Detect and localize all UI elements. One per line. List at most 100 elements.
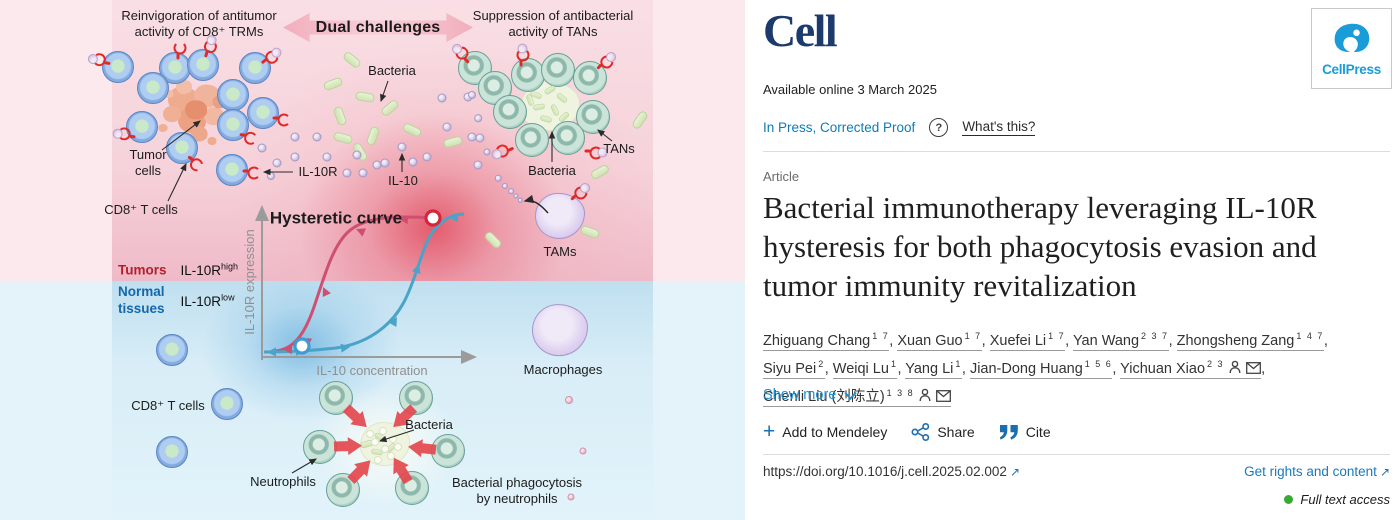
author-name[interactable]: Xuefei Li 1 7 bbox=[989, 331, 1066, 351]
cd8-t-cell bbox=[211, 388, 243, 420]
status-row: In Press, Corrected Proof ? What's this? bbox=[763, 118, 1390, 137]
whats-this-link[interactable]: What's this? bbox=[962, 119, 1036, 136]
show-more-button[interactable]: Show more bbox=[763, 387, 903, 403]
available-online-date: Available online 3 March 2025 bbox=[763, 82, 937, 97]
share-icon bbox=[911, 423, 930, 441]
cellpress-logo[interactable]: CellPress bbox=[1311, 8, 1392, 89]
label-cd8-bottom: CD8⁺ T cells bbox=[131, 398, 205, 414]
cd8-t-cell bbox=[239, 52, 271, 84]
label-macrophages: Macrophages bbox=[523, 362, 603, 378]
tumor-cell-mass bbox=[164, 90, 174, 98]
il10-molecule bbox=[312, 132, 322, 142]
author-list: Zhiguang Chang 1 7, Xuan Guo 1 7, Xuefei L… bbox=[763, 325, 1390, 410]
bacterium-section bbox=[371, 438, 379, 446]
chevron-down-icon bbox=[844, 391, 858, 400]
label-phagocytosis: Bacterial phagocytosis by neutrophils bbox=[451, 475, 583, 506]
label-cd8-top: CD8⁺ T cells bbox=[104, 202, 178, 218]
label-bacteria-right: Bacteria bbox=[528, 163, 576, 179]
title-line: hysteresis for both phagocytosis evasion… bbox=[763, 229, 1317, 264]
il10-molecule bbox=[513, 193, 519, 199]
cellpress-wordmark: CellPress bbox=[1322, 61, 1381, 77]
il10r-receptor bbox=[242, 165, 262, 179]
tan-cell bbox=[541, 53, 575, 87]
tumor-cell-mass bbox=[207, 137, 217, 145]
external-link-icon: ↗ bbox=[1379, 465, 1390, 479]
normal-tissues-label: Normal tissues bbox=[118, 284, 165, 316]
il10-molecule bbox=[322, 152, 332, 162]
doi-link[interactable]: https://doi.org/10.1016/j.cell.2025.02.0… bbox=[763, 464, 1020, 479]
figure-labels: Dual challenges Tumors IL-10Rhigh Normal … bbox=[104, 8, 635, 506]
envelope-icon[interactable] bbox=[1246, 359, 1262, 382]
journal-logo[interactable]: Cell bbox=[763, 5, 838, 56]
label-neutrophils: Neutrophils bbox=[250, 474, 316, 490]
pink-dot bbox=[579, 447, 587, 455]
full-text-access-label: Full text access bbox=[1300, 492, 1390, 507]
label-ylabel: IL-10R expression bbox=[242, 229, 258, 335]
cd8-t-cell bbox=[102, 51, 134, 83]
label-xlabel: IL-10 concentration bbox=[316, 363, 428, 379]
author-name[interactable]: Zhongsheng Zang 1 4 7 bbox=[1176, 331, 1324, 351]
article-type-label: Article bbox=[763, 169, 800, 184]
label-suppression: Suppression of antibacterial activity of… bbox=[472, 8, 634, 39]
label-bacteria-bottom: Bacteria bbox=[405, 417, 453, 433]
author-name[interactable]: Jian-Dong Huang 1 5 6 bbox=[969, 358, 1113, 379]
author-name[interactable]: Weiqi Lu 1 bbox=[832, 358, 898, 379]
bacterium-section bbox=[366, 430, 374, 438]
tumor-cell-mass bbox=[176, 79, 192, 95]
label-hysteretic-curve: Hysteretic curve bbox=[269, 208, 403, 228]
external-link-icon: ↗ bbox=[1009, 465, 1020, 479]
article-title: Bacterial immunotherapy leveraging IL-10… bbox=[763, 188, 1390, 305]
pink-dot bbox=[567, 493, 575, 501]
author-name[interactable]: Yichuan Xiao 2 3 bbox=[1120, 359, 1262, 382]
share-label: Share bbox=[937, 424, 975, 440]
il10-molecule bbox=[422, 152, 432, 162]
il10-molecule bbox=[437, 93, 447, 103]
il10-molecule bbox=[483, 148, 491, 156]
il10-molecule bbox=[272, 158, 282, 168]
rights-link[interactable]: Get rights and content ↗ bbox=[1244, 464, 1390, 479]
person-icon[interactable] bbox=[1229, 359, 1241, 382]
tan-cell bbox=[573, 61, 607, 95]
label-tans: TANs bbox=[603, 141, 635, 157]
author-name[interactable]: Yan Wang 2 3 7 bbox=[1072, 331, 1169, 351]
author-name[interactable]: Siyu Pei 2 bbox=[763, 358, 825, 379]
divider bbox=[763, 151, 1390, 152]
il10-molecule bbox=[257, 143, 267, 153]
show-more-label: Show more bbox=[763, 387, 837, 403]
article-header-panel: Cell CellPress Available online 3 March … bbox=[745, 0, 1400, 520]
il10r-low-value: IL-10Rlow bbox=[180, 292, 235, 309]
macrophage-cell bbox=[532, 304, 588, 356]
cellpress-swirl-icon bbox=[1334, 23, 1369, 52]
add-to-mendeley-button[interactable]: + Add to Mendeley bbox=[763, 420, 888, 443]
cd8-t-cell bbox=[187, 49, 219, 81]
action-bar: + Add to Mendeley Share Cite bbox=[763, 420, 1390, 443]
bacterium-section bbox=[394, 443, 402, 451]
tumor-cell-mass bbox=[163, 106, 181, 122]
in-press-link[interactable]: In Press, Corrected Proof bbox=[763, 120, 916, 135]
person-icon[interactable] bbox=[919, 387, 931, 410]
tumor-cell-mass bbox=[185, 100, 207, 120]
cite-label: Cite bbox=[1025, 424, 1051, 440]
bacterium-section bbox=[387, 452, 395, 460]
tumors-row: Tumors IL-10Rhigh bbox=[118, 261, 238, 278]
cite-button[interactable]: Cite bbox=[999, 424, 1051, 440]
share-button[interactable]: Share bbox=[911, 423, 975, 441]
envelope-icon[interactable] bbox=[936, 387, 952, 410]
il10-molecule bbox=[474, 114, 482, 122]
plus-icon: + bbox=[763, 420, 776, 443]
il10-molecule bbox=[290, 152, 300, 162]
rights-text: Get rights and content bbox=[1244, 464, 1377, 479]
author-name[interactable]: Xuan Guo 1 7 bbox=[897, 331, 982, 351]
help-icon[interactable]: ? bbox=[929, 118, 949, 137]
il10-molecule bbox=[352, 150, 362, 160]
cd8-t-cell bbox=[247, 97, 279, 129]
author-name[interactable]: Zhiguang Chang 1 7 bbox=[763, 331, 890, 351]
author-name[interactable]: Yang Li 1 bbox=[905, 358, 962, 379]
neutrophil-cell bbox=[431, 434, 465, 468]
il10-molecule bbox=[473, 160, 483, 170]
mendeley-label: Add to Mendeley bbox=[782, 424, 888, 440]
il10-molecule bbox=[494, 174, 502, 182]
il10-molecule bbox=[475, 133, 485, 143]
il10-molecule bbox=[408, 157, 418, 167]
